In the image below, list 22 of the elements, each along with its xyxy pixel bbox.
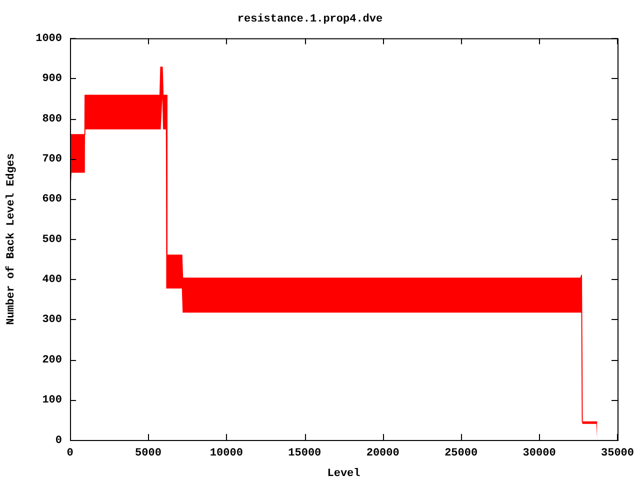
x-tick-label: 30000 xyxy=(522,447,556,460)
x-tick-label: 5000 xyxy=(135,447,162,460)
x-tick-label: 35000 xyxy=(600,447,634,460)
y-tick-label: 700 xyxy=(42,154,62,166)
x-tick-label: 25000 xyxy=(444,447,478,460)
x-tick-label: 10000 xyxy=(210,447,243,460)
y-axis-title: Number of Back Level Edges xyxy=(4,153,18,325)
y-tick-label: 300 xyxy=(42,314,62,326)
chart-title: resistance.1.prop4.dve xyxy=(237,13,384,26)
x-tick-label: 20000 xyxy=(366,447,400,460)
x-tick-label: 0 xyxy=(66,447,74,460)
y-tick-label: 500 xyxy=(42,234,62,246)
y-tick-label: 1000 xyxy=(36,32,62,45)
y-tick-label: 400 xyxy=(42,274,62,286)
x-tick-label: 15000 xyxy=(288,447,322,460)
y-tick-label: 0 xyxy=(55,434,62,447)
y-tick-label: 900 xyxy=(42,73,62,86)
y-tick-label: 800 xyxy=(42,113,62,126)
y-tick-label: 100 xyxy=(42,394,62,407)
x-axis-title: Level xyxy=(327,468,361,480)
y-tick-label: 200 xyxy=(42,354,62,366)
y-tick-label: 600 xyxy=(42,194,62,206)
